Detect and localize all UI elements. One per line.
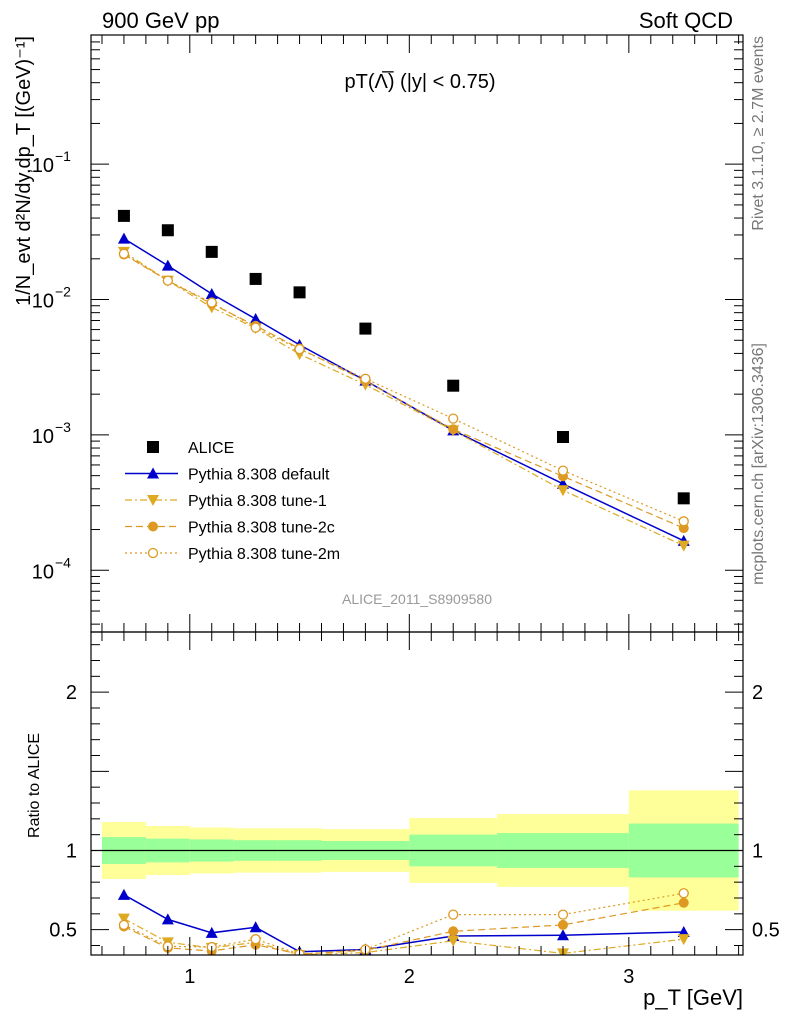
x-tick-label: 3 <box>623 966 634 988</box>
legend-label-pythia-8-308-tune-2m: Pythia 8.308 tune-2m <box>188 546 340 563</box>
ratio-point-pythia-8-308-tune-2c <box>448 926 459 937</box>
main-point-pythia-8-308-tune-2m <box>206 297 217 308</box>
ratio-point-pythia-8-308-tune-2c <box>678 897 689 908</box>
legend: ALICE Pythia 8.308 default Pythia 8.308 tu… <box>125 440 340 563</box>
main-point-alice <box>293 286 306 299</box>
x-tick-label: 1 <box>184 966 195 988</box>
main-point-alice <box>359 322 372 335</box>
ratio-y-axis-label: Ratio to ALICE <box>26 733 43 838</box>
ratio-point-pythia-8-308-tune-2m <box>118 919 130 931</box>
ratio-point-pythia-8-308-default <box>249 921 262 933</box>
main-point-pythia-8-308-default <box>161 259 174 271</box>
ratio-y-tick-label-right: 0.5 <box>752 920 780 942</box>
main-point-pythia-8-308-tune-2m <box>250 322 261 333</box>
ratio-y-tick-label: 0.5 <box>49 920 77 942</box>
main-point-pythia-8-308-tune-1 <box>677 540 690 552</box>
main-point-alice <box>117 209 130 222</box>
rivet-label: Rivet 3.1.10, ≥ 2.7M events <box>750 36 767 231</box>
ratio-point-pythia-8-308-tune-2c <box>557 919 568 930</box>
header-left: 900 GeV pp <box>102 8 219 33</box>
legend-marker-alice <box>147 441 159 453</box>
main-point-pythia-8-308-tune-2m <box>678 516 689 527</box>
ratio-frame <box>90 631 744 956</box>
x-axis-label: p_T [GeV] <box>643 985 743 1010</box>
main-point-alice <box>556 431 569 444</box>
main-point-pythia-8-308-tune-2c <box>448 424 459 435</box>
ratio-line-pythia-8-308-tune-1 <box>123 918 684 955</box>
ratio-y-tick-label: 1 <box>66 841 77 863</box>
legend-label-pythia-8-308-tune-2c: Pythia 8.308 tune-2c <box>188 520 335 537</box>
y-axis-label: 1/N_evt d²N/dy,dp_T [(GeV)⁻¹] <box>13 36 35 306</box>
main-point-pythia-8-308-tune-2m <box>162 275 173 286</box>
legend-label-pythia-8-308-tune-1: Pythia 8.308 tune-1 <box>188 493 327 510</box>
legend-marker-pythia-8-308-tune-2c <box>148 521 158 532</box>
main-point-pythia-8-308-tune-2m <box>294 344 305 355</box>
main-point-pythia-8-308-default <box>249 313 262 325</box>
y-tick-label: 10 <box>32 426 54 448</box>
legend-marker-pythia-8-308-default <box>147 467 159 479</box>
y-tick-label-exponent: −1 <box>55 148 71 164</box>
ratio-point-pythia-8-308-tune-1 <box>447 935 460 947</box>
y-tick-label: 10 <box>32 561 54 583</box>
main-point-alice <box>161 224 174 237</box>
y-tick-label-exponent: −3 <box>55 419 71 435</box>
ratio-point-pythia-8-308-tune-2m <box>678 888 689 899</box>
ratio-point-pythia-8-308-default <box>556 929 569 941</box>
mcplots-label: mcplots.cern.ch [arXiv:1306.3436] <box>750 343 767 585</box>
ratio-y-tick-label-right: 1 <box>752 841 763 863</box>
main-series-group <box>117 209 690 552</box>
ratio-series-group <box>117 888 690 955</box>
legend-label-alice: ALICE <box>188 440 234 457</box>
ratio-y-tick-label-right: 2 <box>752 682 763 704</box>
main-point-alice <box>677 492 690 505</box>
main-point-alice <box>249 272 262 285</box>
header-right: Soft QCD <box>639 8 733 33</box>
y-tick-label: 10 <box>32 291 54 313</box>
main-point-pythia-8-308-default <box>117 232 130 244</box>
y-tick-label-exponent: −4 <box>55 554 71 570</box>
y-tick-label: 10 <box>32 155 54 177</box>
main-frame <box>90 34 744 633</box>
main-point-alice <box>447 379 460 392</box>
ratio-point-pythia-8-308-default <box>205 926 218 938</box>
ratio-point-pythia-8-308-tune-1 <box>677 934 690 946</box>
main-point-alice <box>205 245 218 258</box>
main-point-pythia-8-308-tune-2m <box>118 248 130 259</box>
main-point-pythia-8-308-default <box>205 287 218 299</box>
main-point-pythia-8-308-tune-2m <box>557 465 569 476</box>
legend-marker-pythia-8-308-tune-1 <box>147 495 159 506</box>
ratio-point-pythia-8-308-tune-2m <box>448 909 459 920</box>
main-point-pythia-8-308-tune-1 <box>556 485 569 497</box>
ratio-point-pythia-8-308-tune-1 <box>117 913 130 925</box>
y-tick-label-exponent: −2 <box>55 284 71 300</box>
legend-marker-pythia-8-308-tune-2m <box>147 547 159 559</box>
ratio-point-pythia-8-308-default <box>161 913 174 925</box>
ratio-point-pythia-8-308-tune-2m <box>557 909 569 920</box>
main-point-pythia-8-308-tune-2m <box>360 373 371 384</box>
plot-title: pT(Λ̅) (|y| < 0.75) <box>344 70 495 93</box>
main-point-pythia-8-308-tune-2m <box>448 413 459 424</box>
ratio-point-pythia-8-308-tune-2m <box>250 934 261 945</box>
x-tick-label: 2 <box>404 966 415 988</box>
ratio-y-tick-label: 2 <box>66 682 77 704</box>
analysis-id: ALICE_2011_S8909580 <box>342 591 492 607</box>
legend-label-pythia-8-308-default: Pythia 8.308 default <box>188 467 330 484</box>
ratio-point-pythia-8-308-default <box>117 888 130 900</box>
